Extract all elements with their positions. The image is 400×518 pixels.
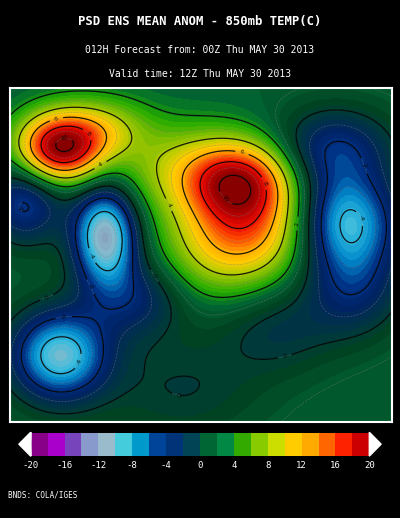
Text: 16: 16 — [330, 461, 341, 470]
Bar — [149, 433, 166, 456]
Bar — [166, 433, 183, 456]
Bar — [115, 433, 132, 456]
Bar — [132, 433, 149, 456]
Text: 0: 0 — [151, 273, 157, 279]
Text: -2: -2 — [361, 162, 368, 170]
Bar — [48, 433, 64, 456]
Text: 012H Forecast from: 00Z Thu MAY 30 2013: 012H Forecast from: 00Z Thu MAY 30 2013 — [86, 45, 314, 54]
Text: 10: 10 — [220, 194, 229, 204]
Text: -4: -4 — [88, 252, 95, 260]
Bar — [285, 433, 302, 456]
Text: -16: -16 — [56, 461, 73, 470]
Text: -2: -2 — [60, 314, 67, 320]
Bar — [336, 433, 352, 456]
Bar — [217, 433, 234, 456]
Bar — [352, 433, 369, 456]
Text: 8: 8 — [85, 131, 92, 137]
Polygon shape — [30, 432, 31, 456]
Text: 0: 0 — [282, 353, 287, 359]
Polygon shape — [19, 432, 31, 456]
Text: PSD ENS MEAN ANOM - 850mb TEMP(C): PSD ENS MEAN ANOM - 850mb TEMP(C) — [78, 15, 322, 28]
Text: 6: 6 — [240, 150, 244, 155]
Bar — [318, 433, 336, 456]
Text: -4: -4 — [161, 461, 172, 470]
Text: 12: 12 — [296, 461, 307, 470]
Bar — [82, 433, 98, 456]
Text: 0: 0 — [44, 294, 50, 300]
Text: -12: -12 — [90, 461, 106, 470]
Text: BNDS: COLA/IGES: BNDS: COLA/IGES — [8, 490, 77, 499]
Text: -2: -2 — [87, 283, 94, 291]
Bar — [64, 433, 82, 456]
Text: 8: 8 — [262, 181, 268, 186]
Bar — [302, 433, 318, 456]
Text: 4: 4 — [98, 162, 104, 168]
Bar — [234, 433, 251, 456]
Polygon shape — [369, 432, 381, 456]
Text: 4: 4 — [231, 461, 236, 470]
Text: 6: 6 — [54, 116, 59, 122]
Text: 0: 0 — [197, 461, 203, 470]
Text: -20: -20 — [23, 461, 39, 470]
Text: 4: 4 — [166, 202, 172, 208]
Text: Valid time: 12Z Thu MAY 30 2013: Valid time: 12Z Thu MAY 30 2013 — [109, 69, 291, 79]
Text: 8: 8 — [265, 461, 270, 470]
Text: 0: 0 — [177, 393, 181, 398]
Text: -8: -8 — [127, 461, 138, 470]
Text: -4: -4 — [357, 214, 364, 222]
Bar — [98, 433, 115, 456]
Bar — [200, 433, 217, 456]
Text: 10: 10 — [60, 135, 68, 141]
Text: 20: 20 — [364, 461, 375, 470]
Text: -4: -4 — [76, 358, 83, 366]
Text: -2: -2 — [16, 205, 24, 213]
Bar — [31, 433, 48, 456]
Bar — [183, 433, 200, 456]
Bar — [251, 433, 268, 456]
Text: 2: 2 — [295, 221, 300, 226]
Bar — [268, 433, 285, 456]
